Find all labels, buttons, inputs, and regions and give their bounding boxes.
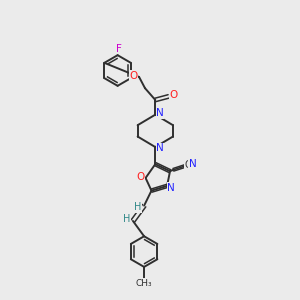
Text: N: N <box>156 143 164 153</box>
Text: N: N <box>167 183 175 193</box>
Text: H: H <box>123 214 130 224</box>
Text: N: N <box>156 109 164 118</box>
Text: O: O <box>136 172 144 182</box>
Text: CH₃: CH₃ <box>136 279 152 288</box>
Text: N: N <box>189 158 196 169</box>
Text: O: O <box>170 90 178 100</box>
Text: F: F <box>116 44 122 54</box>
Text: O: O <box>130 71 138 81</box>
Text: H: H <box>134 202 141 212</box>
Text: C: C <box>185 160 192 170</box>
